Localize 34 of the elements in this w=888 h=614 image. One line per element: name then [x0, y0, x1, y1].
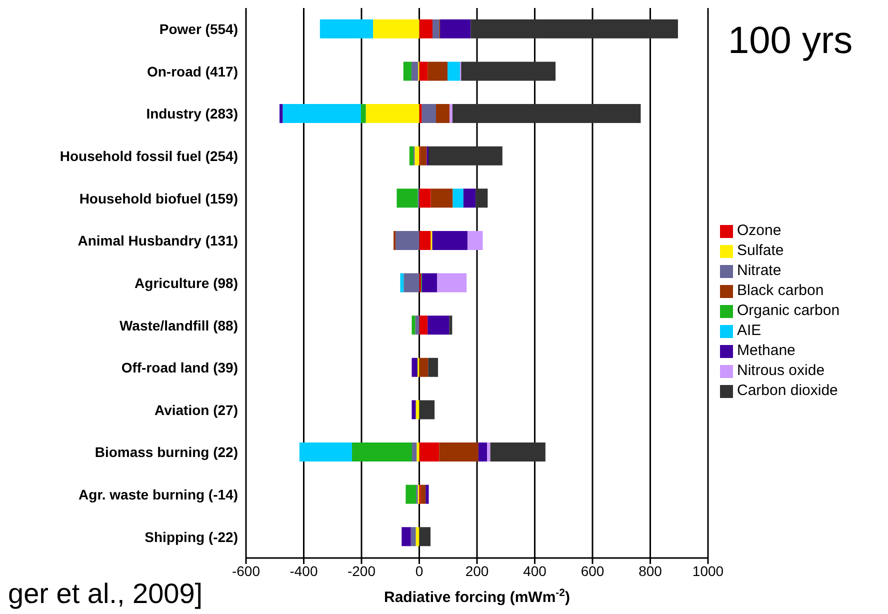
x-tick-label: -200: [347, 562, 376, 579]
y-tick-label: Agr. waste burning (-14): [78, 486, 238, 503]
legend-label: Black carbon: [737, 282, 824, 299]
y-tick-label: On-road (417): [146, 63, 238, 80]
y-tick-label: Power (554): [159, 21, 238, 38]
y-tick-label: Off-road land (39): [121, 360, 238, 376]
text: 100 yrs: [728, 20, 853, 63]
y-tick-label: Agriculture (98): [134, 274, 238, 291]
legend-label: Nitrate: [737, 262, 782, 279]
y-tick-label: Animal Husbandry (131): [78, 232, 238, 249]
x-axis-title: Radiative forcing (mWm$^{-2}$): [384, 587, 570, 606]
x-tick-label: 400: [523, 562, 547, 579]
legend-label: Methane: [737, 342, 796, 359]
x-tick-label: 1000: [692, 562, 724, 579]
y-tick-label: Biomass burning (22): [94, 444, 238, 460]
x-tick-label: -400: [290, 562, 318, 579]
x-tick-label: -600: [232, 562, 260, 579]
y-tick-label: Household fossil fuel (254): [60, 148, 238, 164]
legend-label: Organic carbon: [737, 302, 840, 319]
legend-label: Nitrous oxide: [737, 362, 825, 379]
y-tick-label: Waste/landfill (88): [119, 317, 238, 334]
y-tick-label: Shipping (-22): [144, 528, 238, 545]
legend-label: Carbon dioxide: [737, 382, 838, 399]
legend-label: AIE: [737, 322, 762, 339]
x-tick-label: 0: [415, 562, 424, 579]
y-tick-label: Household biofuel (159): [79, 190, 238, 206]
x-tick-label: 200: [465, 562, 489, 579]
legend-label: Ozone: [737, 222, 782, 239]
y-tick-label: Industry (283): [146, 106, 238, 122]
text: ger et al., 2009]: [8, 578, 203, 610]
x-tick-label: 600: [580, 562, 604, 579]
y-tick-label: Aviation (27): [154, 402, 238, 418]
x-tick-label: 800: [638, 562, 662, 579]
legend-label: Sulfate: [737, 242, 784, 259]
